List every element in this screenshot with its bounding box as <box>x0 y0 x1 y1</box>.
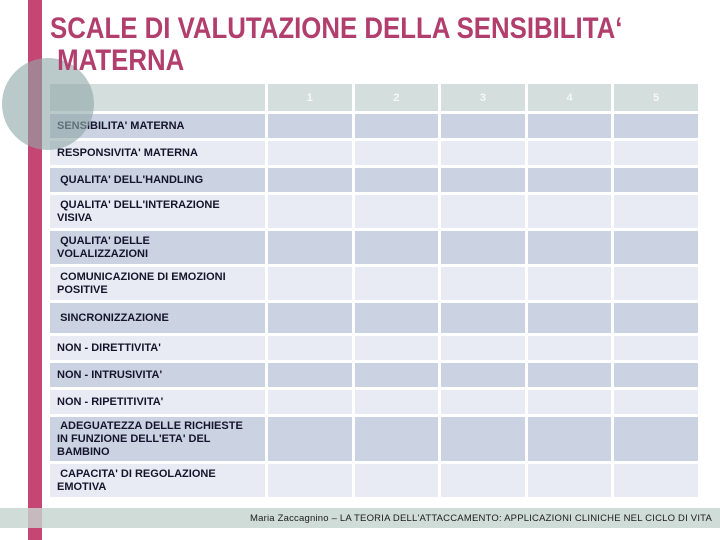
rating-cell <box>614 464 698 497</box>
rating-cell <box>441 267 525 300</box>
row-label: SINCRONIZZAZIONE <box>50 303 265 333</box>
rating-cell <box>354 141 439 165</box>
rating-cell <box>614 336 698 360</box>
slide-title: SCALE DI VALUTAZIONE DELLA SENSIBILITA‘ … <box>50 12 623 77</box>
column-header-4: 4 <box>527 84 612 111</box>
rating-cell <box>441 336 525 360</box>
rating-cell <box>527 267 612 300</box>
rating-cell <box>441 141 525 165</box>
rating-cell <box>354 417 439 461</box>
rating-cell <box>354 363 439 387</box>
row-label: QUALITA' DELLE VOLALIZZAZIONI <box>50 231 265 264</box>
rating-cell <box>268 336 352 360</box>
rating-cell <box>614 303 698 333</box>
rating-cell <box>268 141 352 165</box>
rating-cell <box>527 336 612 360</box>
rating-cell <box>614 417 698 461</box>
rating-cell <box>527 195 612 228</box>
rating-cell <box>441 464 525 497</box>
rating-cell <box>268 195 352 228</box>
rating-cell <box>441 363 525 387</box>
rating-table: 1 2 3 4 5 SENSIBILITA' MATERNA RESPONSIV… <box>50 84 698 497</box>
row-label: COMUNICAZIONE DI EMOZIONI POSITIVE <box>50 267 265 300</box>
rating-cell <box>527 141 612 165</box>
rating-cell <box>441 195 525 228</box>
row-label: CAPACITA' DI REGOLAZIONE EMOTIVA <box>50 464 265 497</box>
rating-cell <box>354 114 439 138</box>
row-label: ADEGUATEZZA DELLE RICHIESTE IN FUNZIONE … <box>50 417 265 461</box>
rating-cell <box>614 114 698 138</box>
row-label: NON - DIRETTIVITA' <box>50 336 265 360</box>
column-header-3: 3 <box>441 84 525 111</box>
rating-cell <box>354 168 439 192</box>
row-label: QUALITA' DELL'HANDLING <box>50 168 265 192</box>
row-label: NON - RIPETITIVITA' <box>50 390 265 414</box>
rating-cell <box>268 168 352 192</box>
rating-cell <box>354 303 439 333</box>
rating-cell <box>354 464 439 497</box>
rating-cell <box>268 267 352 300</box>
rating-cell <box>268 390 352 414</box>
rating-cell <box>527 303 612 333</box>
rating-cell <box>441 168 525 192</box>
rating-cell <box>354 390 439 414</box>
rating-cell <box>527 231 612 264</box>
rating-cell <box>614 195 698 228</box>
rating-cell <box>527 417 612 461</box>
column-header-5: 5 <box>614 84 698 111</box>
rating-cell <box>441 231 525 264</box>
rating-cell <box>441 303 525 333</box>
row-label: RESPONSIVITA' MATERNA <box>50 141 265 165</box>
row-label: NON - INTRUSIVITA' <box>50 363 265 387</box>
rating-cell <box>268 231 352 264</box>
rating-cell <box>354 231 439 264</box>
rating-cell <box>614 267 698 300</box>
rating-cell <box>268 417 352 461</box>
rating-cell <box>268 303 352 333</box>
rating-cell <box>354 267 439 300</box>
rating-cell <box>614 390 698 414</box>
rating-cell <box>268 464 352 497</box>
rating-cell <box>527 168 612 192</box>
rating-cell <box>354 195 439 228</box>
rating-cell <box>527 390 612 414</box>
rating-cell <box>527 114 612 138</box>
rating-cell <box>354 336 439 360</box>
rating-cell <box>268 114 352 138</box>
rating-cell <box>441 114 525 138</box>
rating-cell <box>527 363 612 387</box>
column-header-1: 1 <box>268 84 352 111</box>
rating-cell <box>614 363 698 387</box>
rating-cell <box>441 417 525 461</box>
rating-cell <box>614 141 698 165</box>
rating-cell <box>441 390 525 414</box>
rating-cell <box>527 464 612 497</box>
footer-text: Maria Zaccagnino – LA TEORIA DELL'ATTACC… <box>250 512 712 524</box>
footer-bar: Maria Zaccagnino – LA TEORIA DELL'ATTACC… <box>0 508 720 528</box>
rating-cell <box>614 168 698 192</box>
rating-cell <box>268 363 352 387</box>
column-header-2: 2 <box>354 84 439 111</box>
rating-cell <box>614 231 698 264</box>
circle-decoration <box>2 58 94 150</box>
row-label: QUALITA' DELL'INTERAZIONE VISIVA <box>50 195 265 228</box>
